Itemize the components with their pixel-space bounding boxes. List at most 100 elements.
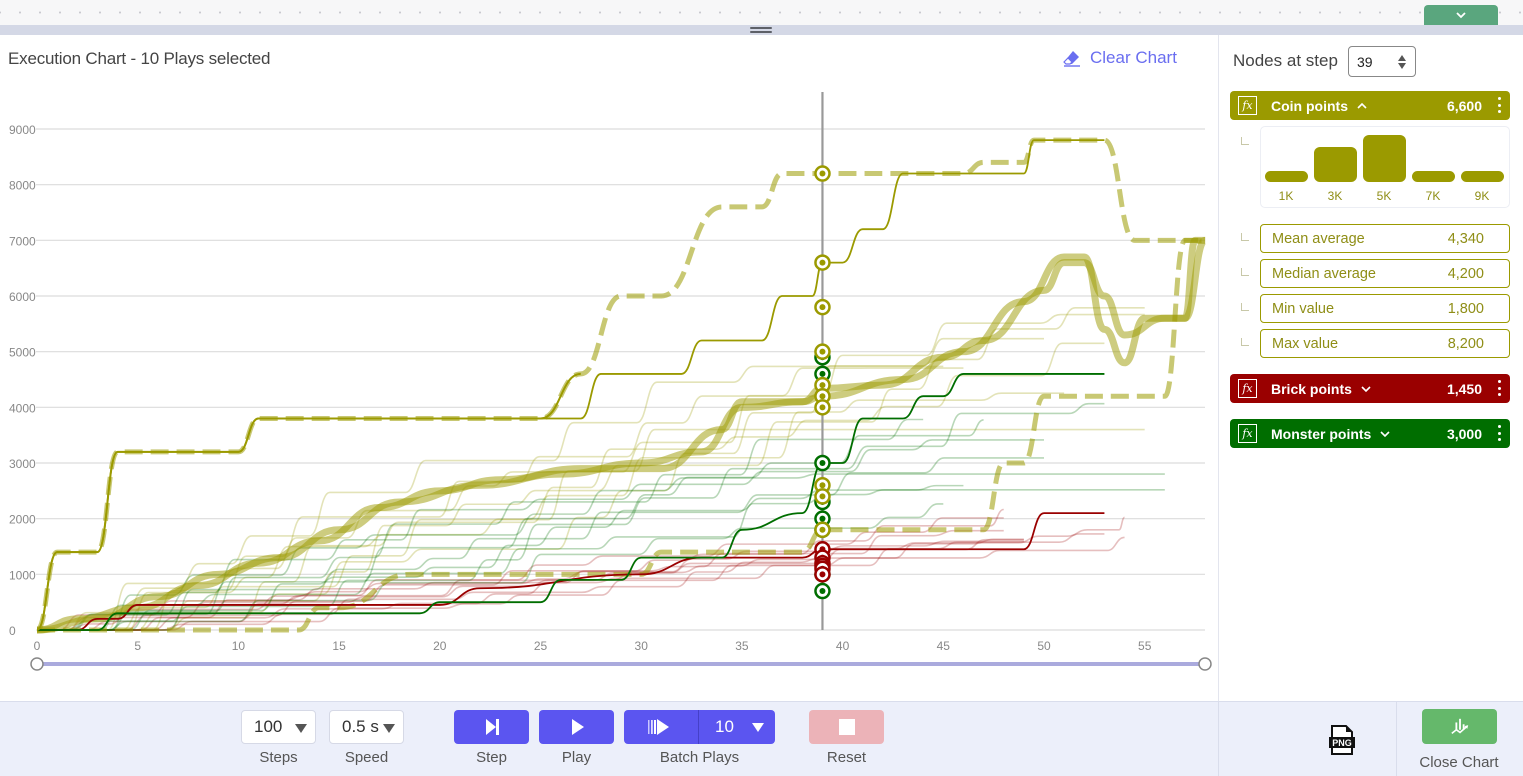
kebab-menu-icon[interactable] [1497, 97, 1501, 113]
series-line[interactable] [37, 373, 1105, 631]
tree-connector-icon [1241, 233, 1249, 241]
y-tick-label: 6000 [9, 290, 36, 304]
batch-divider [698, 710, 699, 744]
kebab-menu-icon[interactable] [1497, 380, 1501, 396]
clear-chart-button[interactable]: Clear Chart [1062, 48, 1177, 68]
node-marker[interactable] [814, 298, 831, 316]
variable-name: Brick points [1271, 380, 1352, 397]
batch-play-icon [648, 719, 669, 735]
function-icon: fx [1238, 379, 1257, 398]
stat-mean-average[interactable]: Mean average 4,340 [1260, 224, 1510, 253]
node-marker[interactable] [814, 254, 831, 271]
node-marker[interactable] [814, 165, 831, 182]
histogram-bar [1265, 171, 1308, 182]
stat-median-average[interactable]: Median average 4,200 [1260, 259, 1510, 288]
y-tick-label: 1000 [9, 568, 36, 582]
range-slider-start-handle[interactable] [30, 657, 44, 671]
batch-count-value: 10 [715, 717, 734, 736]
function-icon: fx [1238, 424, 1257, 443]
kebab-menu-icon[interactable] [1497, 425, 1501, 441]
close-chart-label: Close Chart [1419, 754, 1499, 771]
nodes-at-step-label: Nodes at step [1233, 51, 1338, 70]
faded-coin-plays [37, 307, 1145, 631]
x-tick-label: 40 [836, 639, 850, 653]
batch-count-select[interactable]: 10 [698, 710, 774, 744]
batch-plays-button[interactable] [624, 710, 775, 744]
node-marker[interactable] [814, 521, 831, 539]
dropdown-triangle-icon [383, 724, 395, 733]
step-button[interactable] [454, 710, 529, 744]
steps-select[interactable]: 100 [241, 710, 316, 744]
chart-panel [0, 35, 1218, 701]
panel-splitter[interactable] [0, 25, 1523, 35]
stat-min-value[interactable]: Min value 1,800 [1260, 294, 1510, 323]
play-button[interactable] [539, 710, 614, 744]
node-marker[interactable] [814, 454, 831, 472]
histogram-label: 3K [1327, 189, 1343, 203]
dropdown-triangle-icon [752, 723, 764, 732]
step-number-input[interactable]: 39 [1348, 46, 1416, 77]
histogram-label: 1K [1278, 189, 1294, 203]
tree-connector-icon [1241, 303, 1249, 311]
y-tick-label: 9000 [9, 123, 36, 137]
series-line[interactable] [36, 139, 1105, 631]
reset-label: Reset [826, 749, 867, 766]
chevron-up-icon[interactable] [1356, 100, 1368, 112]
chart-trend-icon [1450, 718, 1468, 734]
node-marker[interactable] [814, 582, 831, 600]
x-tick-label: 0 [34, 639, 41, 653]
tree-connector-icon [1241, 137, 1249, 145]
node-marker[interactable] [814, 343, 831, 360]
x-tick-label: 25 [534, 639, 548, 653]
x-tick-label: 35 [735, 639, 749, 653]
tree-connector-icon [1241, 338, 1249, 346]
play-label: Play [561, 749, 592, 766]
histogram-label: 7K [1425, 189, 1441, 203]
tree-connector-icon [1241, 268, 1249, 276]
spinner-arrows-icon[interactable] [1397, 54, 1407, 70]
y-tick-label: 2000 [9, 513, 36, 527]
close-chart-button[interactable] [1422, 709, 1497, 744]
node-marker[interactable] [814, 488, 831, 505]
x-tick-label: 5 [134, 639, 141, 653]
histogram-label: 9K [1474, 189, 1490, 203]
play-icon [571, 719, 584, 735]
chart-title: Execution Chart - 10 Plays selected [8, 49, 271, 68]
series-line[interactable] [37, 237, 1206, 633]
range-slider-end-handle[interactable] [1198, 657, 1212, 671]
stat-label: Mean average [1272, 230, 1365, 247]
variable-header-coin-points[interactable]: fx Coin points 6,600 [1230, 91, 1510, 120]
variable-header-brick-points[interactable]: fx Brick points 1,450 [1230, 374, 1510, 403]
y-tick-label: 7000 [9, 234, 36, 248]
clear-chart-label: Clear Chart [1090, 48, 1177, 67]
stat-label: Median average [1272, 265, 1376, 282]
control-divider [1218, 701, 1219, 776]
x-tick-label: 10 [232, 639, 246, 653]
node-marker[interactable] [814, 399, 831, 416]
y-tick-label: 8000 [9, 179, 36, 193]
variable-header-monster-points[interactable]: fx Monster points 3,000 [1230, 419, 1510, 448]
execution-line-chart[interactable]: 0 1000 2000 3000 4000 5000 6000 7000 8000 9000 0 5 1… [0, 80, 1218, 680]
chevron-down-icon[interactable] [1360, 383, 1372, 395]
reset-button[interactable] [809, 710, 884, 744]
stat-max-value[interactable]: Max value 8,200 [1260, 329, 1510, 358]
step-label: Step [476, 749, 507, 766]
node-marker[interactable] [814, 566, 831, 583]
x-tick-label: 45 [937, 639, 951, 653]
node-marker[interactable] [814, 376, 831, 394]
png-export-icon[interactable]: PNG [1328, 725, 1356, 755]
histogram-bar [1314, 147, 1357, 182]
speed-label: Speed [344, 749, 389, 766]
batch-plays-label: Batch Plays [659, 749, 740, 766]
stat-value: 8,200 [1447, 335, 1484, 352]
chevron-down-icon[interactable] [1379, 428, 1391, 440]
series-line [36, 372, 581, 631]
variable-name: Monster points [1271, 425, 1372, 442]
speed-select[interactable]: 0.5 s [329, 710, 404, 744]
chevron-down-icon [1456, 12, 1466, 19]
collapse-panel-button[interactable] [1424, 5, 1498, 25]
eraser-icon [1063, 51, 1080, 67]
drag-handle-icon[interactable] [750, 27, 772, 35]
series-line[interactable] [36, 236, 1209, 634]
control-divider [1396, 701, 1397, 776]
